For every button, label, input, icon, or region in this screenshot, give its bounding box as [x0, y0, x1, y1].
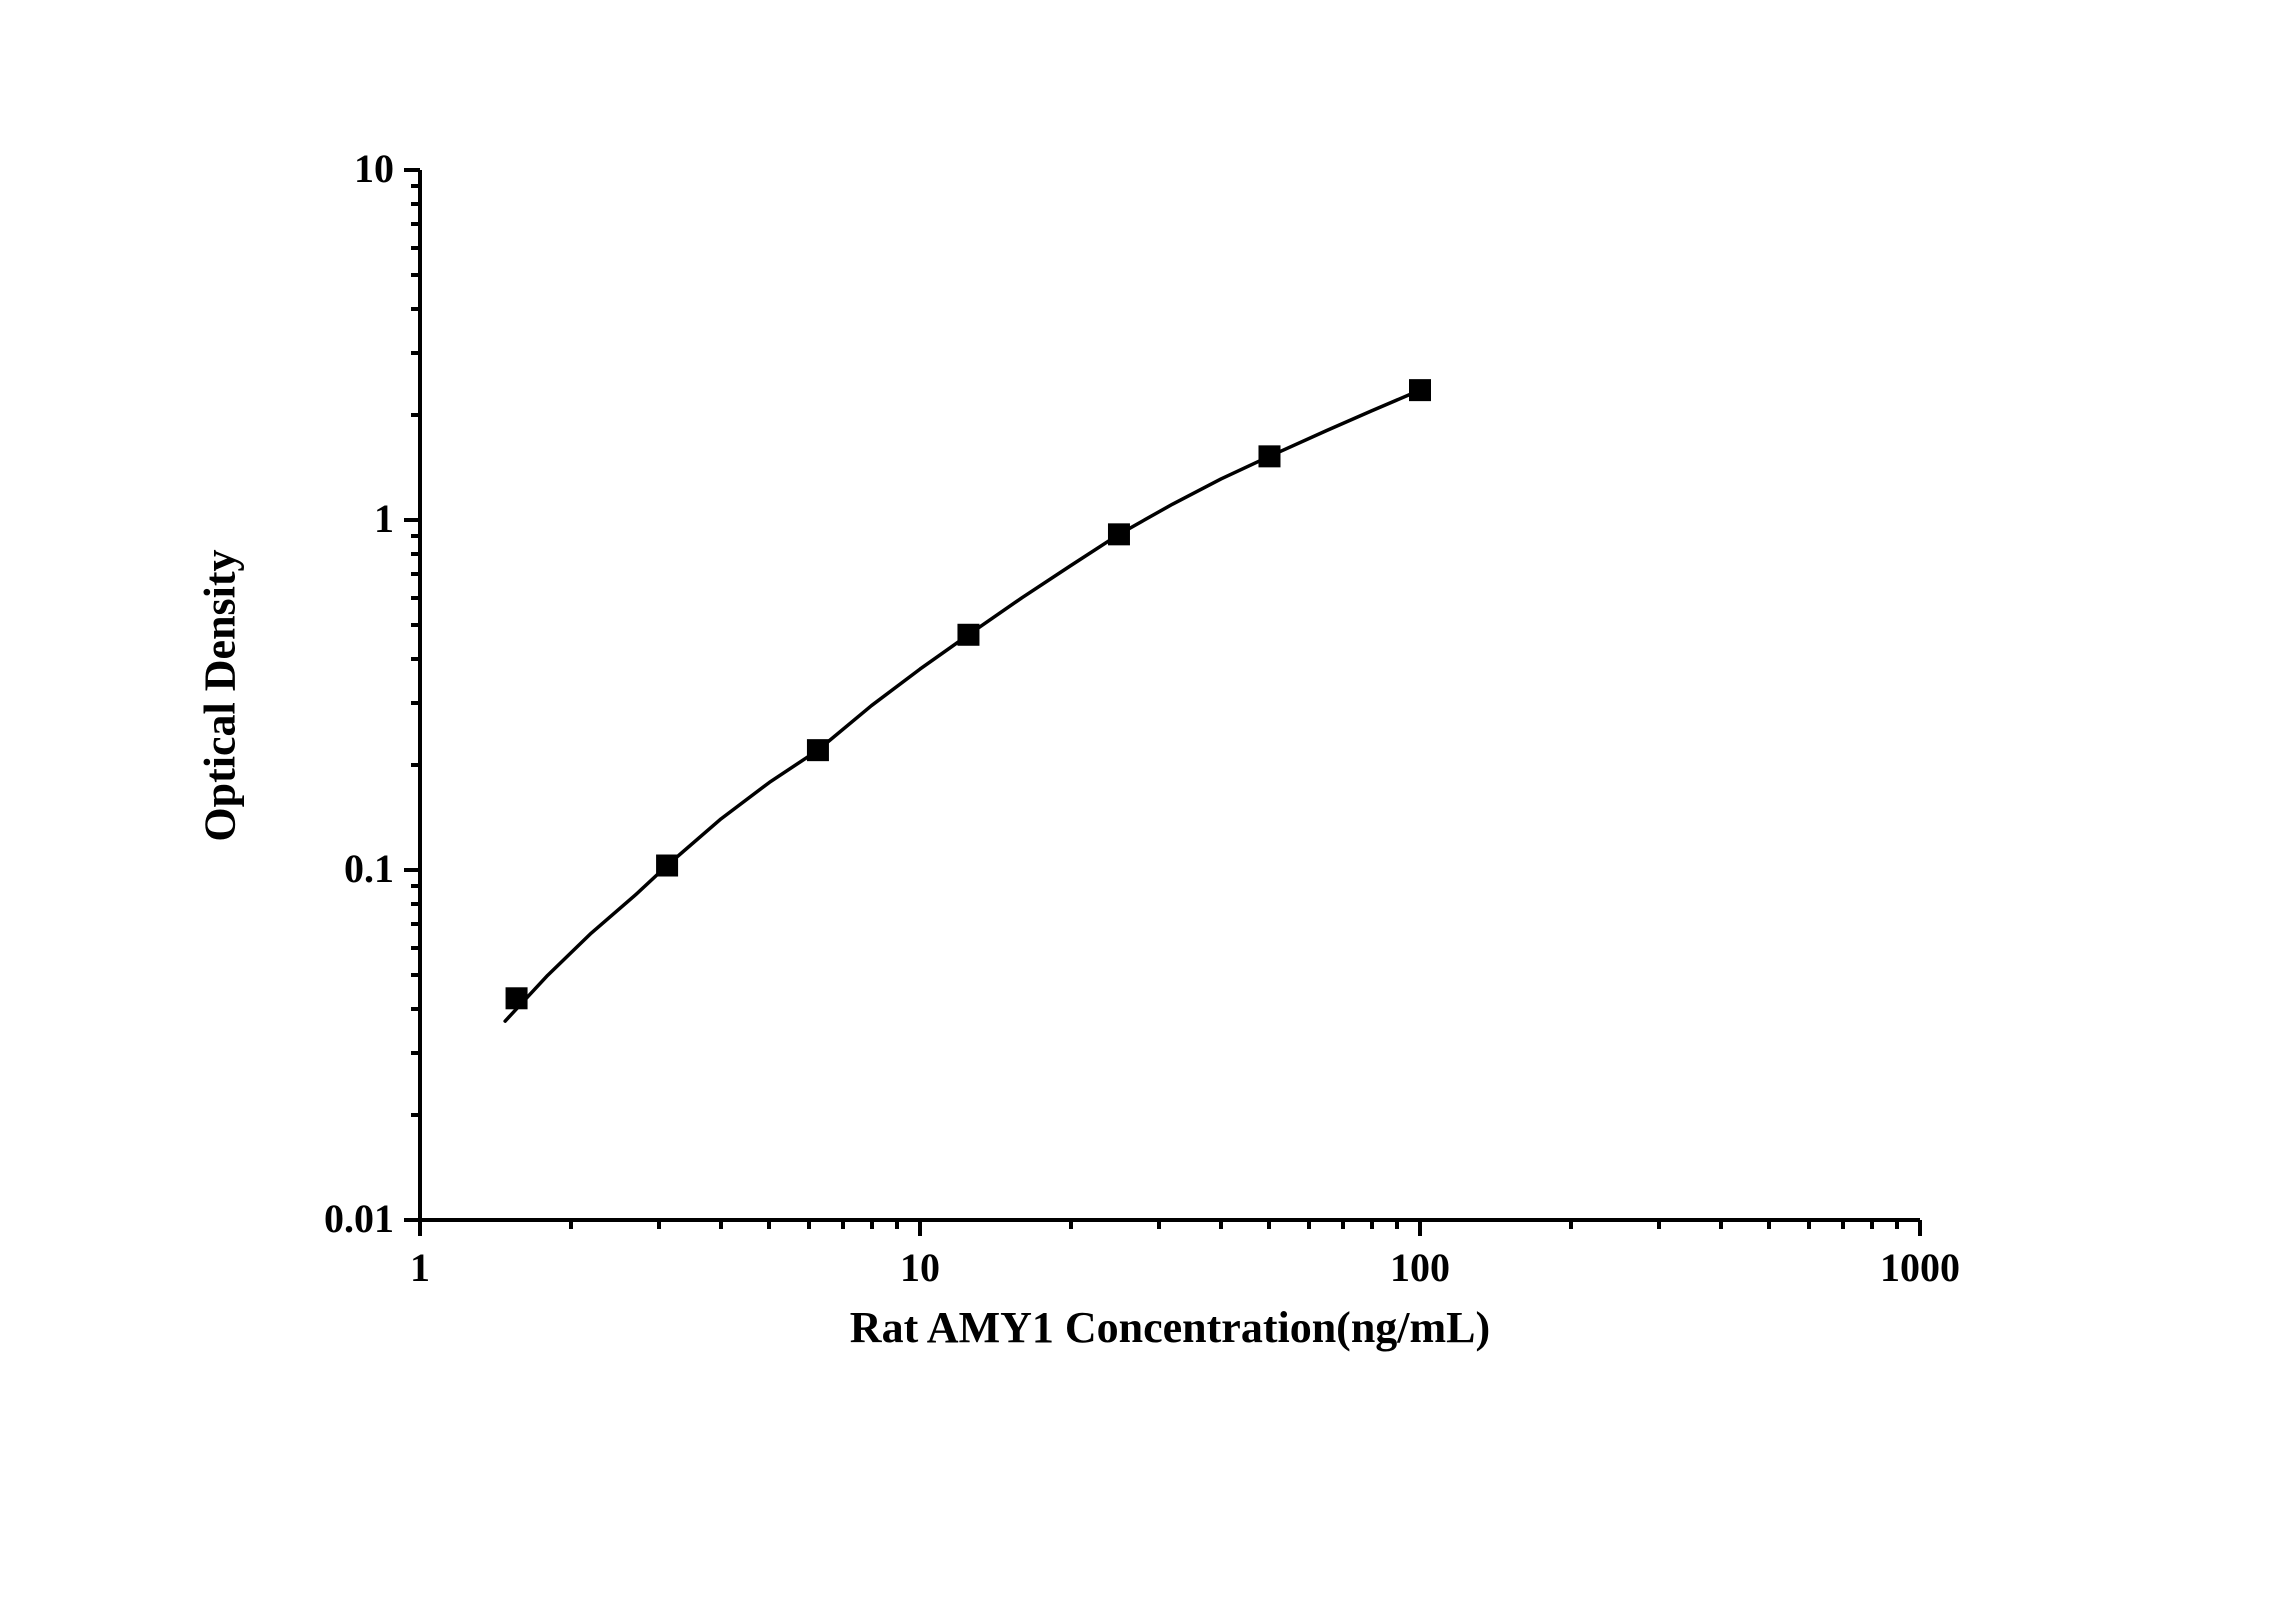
fit-curve	[505, 390, 1420, 1021]
data-marker	[656, 855, 678, 877]
data-marker	[1258, 445, 1280, 467]
data-marker	[1108, 523, 1130, 545]
chart-svg	[180, 100, 1970, 1270]
x-axis-label: Rat AMY1 Concentration(ng/mL)	[750, 1302, 1590, 1353]
chart-container: 11010010000.010.1110Optical DensityRat A…	[180, 100, 2080, 1450]
data-marker	[506, 987, 528, 1009]
data-marker	[807, 739, 829, 761]
data-marker	[957, 624, 979, 646]
data-marker	[1409, 379, 1431, 401]
